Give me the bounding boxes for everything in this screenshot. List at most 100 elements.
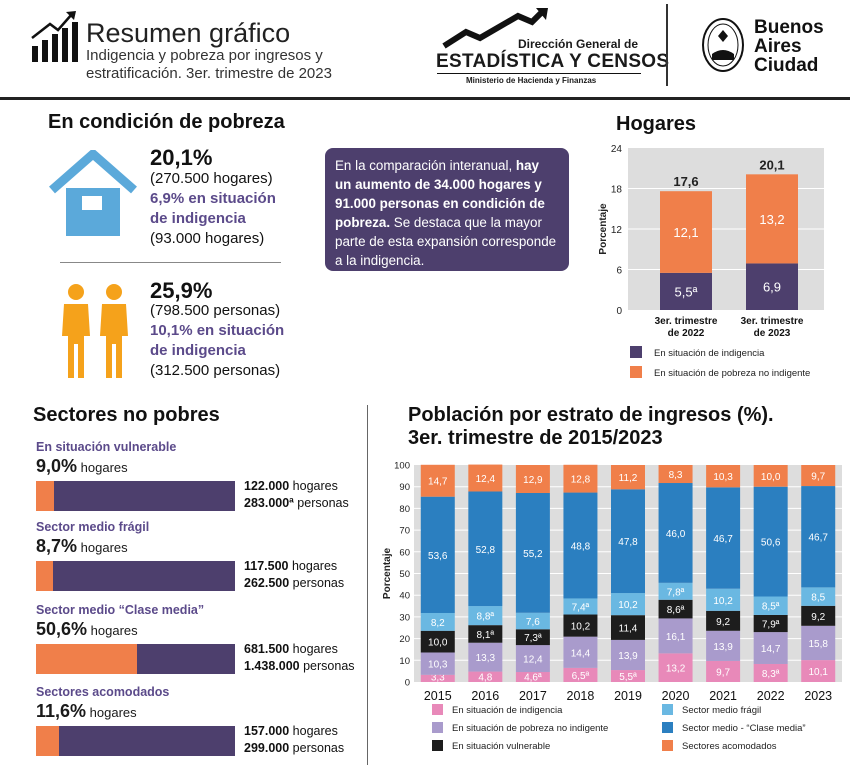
estrato-bar-segment: [753, 465, 788, 487]
estrato-bar-label: 47,8: [618, 537, 638, 548]
ba-line-3: Ciudad: [754, 55, 819, 76]
hogares-abs: (270.500 hogares): [150, 170, 273, 187]
estrato-bar-label: 10,0: [761, 472, 781, 483]
hogares-bar-label: 5,5ª: [675, 284, 698, 299]
hogares-chart-title: Hogares: [616, 113, 697, 135]
sector-hogares-unit: hogares: [291, 559, 338, 573]
estrato-bar-segment: [801, 587, 836, 606]
estrato-bar-label: 9,2: [716, 617, 730, 628]
header-rule: [0, 97, 850, 100]
hogares-chart: 0 6 12 18 24 Porcentaje 5,5ª 12,1 17,6 3er. trime…: [598, 144, 824, 379]
estrato-bar-segment: [658, 483, 693, 583]
hogares-xtick-line1: 3er. trimestre: [741, 316, 804, 327]
estrato-ytick: 100: [394, 461, 410, 472]
estrato-bar-segment: [611, 593, 645, 616]
estrato-title-line2: 3er. trimestre de 2015/2023: [408, 427, 663, 449]
ba-seal-icon: [702, 18, 744, 72]
estrato-bar-segment: [801, 465, 836, 487]
estrato-bar-label: 9,7: [716, 667, 730, 678]
hogares-bar-segment: [660, 191, 712, 273]
estrato-bar-segment: [515, 629, 550, 646]
estrato-bar-label: 12,4: [476, 474, 496, 485]
estrato-bar-label: 10,1: [808, 667, 828, 678]
estrato-legend-label: En situación de pobreza no indigente: [452, 723, 608, 734]
estrato-legend-label: Sector medio frágil: [682, 705, 761, 716]
estrato-bar-label: 53,6: [428, 551, 448, 562]
hogares-ytick: 18: [611, 185, 623, 196]
estrato-bar-label: 46,7: [808, 533, 828, 544]
estrato-bar-segment: [420, 652, 455, 675]
estrato-bar-segment: [753, 614, 788, 633]
estrato-xtick: 2020: [662, 689, 690, 703]
hogares-total-label: 20,1: [759, 157, 784, 172]
hogares-ytick: 24: [611, 144, 623, 155]
sector-pct-unit: hogares: [77, 460, 128, 475]
estrato-bar-segment: [658, 653, 693, 682]
estrato-bar-segment: [563, 598, 598, 615]
estrato-bar-segment: [468, 606, 503, 626]
estrato-bar-label: 50,6: [761, 538, 781, 549]
estrato-bar-label: 13,9: [618, 651, 638, 662]
estrato-legend-label: En situación de indigencia: [452, 705, 563, 716]
estrato-bar-label: 8,2: [431, 618, 445, 629]
sector-bar-fill: [36, 644, 137, 674]
estrato-ytick: 10: [399, 656, 410, 667]
estrato-ytick: 50: [399, 569, 410, 580]
estrato-legend-label: Sector medio - “Clase media”: [682, 723, 806, 734]
estrato-legend-swatch: [662, 740, 673, 751]
sector-label: Sector medio frágil: [36, 520, 150, 534]
estrato-bar-segment: [658, 599, 693, 619]
hogares-ytick: 6: [616, 266, 622, 277]
sector-bar: [36, 481, 235, 511]
sector-pct-unit: hogares: [77, 540, 128, 555]
estrato-bar-label: 13,2: [666, 664, 686, 675]
estrato-bar-segment: [563, 492, 598, 599]
ba-line-1: Buenos: [754, 17, 824, 38]
estrato-xtick: 2017: [519, 689, 547, 703]
estrato-bar-segment: [706, 487, 741, 589]
sector-pct: 9,0% hogares: [36, 456, 128, 477]
estrato-xtick: 2018: [567, 689, 595, 703]
estrato-bar-segment: [563, 667, 598, 682]
estrato-bar-segment: [753, 486, 788, 597]
estrato-xtick: 2015: [424, 689, 452, 703]
estrato-xtick: 2019: [614, 689, 642, 703]
personas-ind-abs: (312.500 personas): [150, 362, 281, 379]
estrato-ytick: 80: [399, 504, 410, 515]
hogares-ind-abs: (93.000 hogares): [150, 230, 265, 247]
estrato-bar-segment: [420, 496, 455, 613]
estrato-bar-segment: [611, 465, 645, 490]
dgec-name-line2: ESTADÍSTICA Y CENSOS: [436, 51, 670, 72]
estrato-legend-label: En situación vulnerable: [452, 741, 550, 752]
hogares-ind-line1: 6,9% en situación: [150, 190, 276, 207]
personas-ind-line1: 10,1% en situación: [150, 322, 285, 339]
estrato-bar-label: 15,8: [808, 639, 828, 650]
estrato-bar-segment: [753, 596, 788, 615]
estrato-bar-label: 12,4: [523, 655, 543, 666]
estrato-bar-segment: [420, 612, 455, 631]
sector-personas: 262.500 personas: [244, 576, 345, 590]
pobreza-divider: [60, 262, 281, 263]
sector-personas: 283.000ª personas: [244, 496, 349, 510]
sector-hogares-unit: hogares: [292, 642, 338, 656]
estrato-bar-label: 6,5ª: [572, 671, 590, 682]
callout-box: En la comparación interanual, hay un aum…: [325, 148, 569, 271]
subtitle-line-1: Indigencia y pobreza por ingresos y: [86, 47, 323, 64]
estrato-bar-label: 8,1ª: [477, 630, 495, 641]
estrato-bar-segment: [658, 582, 693, 600]
sector-hogares: 122.000 hogares: [244, 479, 338, 493]
subtitle-line-2: estratificación. 3er. trimestre de 2023: [86, 65, 332, 82]
estrato-ytick: 20: [399, 634, 410, 645]
estrato-bar-label: 8,6ª: [667, 605, 685, 616]
sector-hogares: 157.000 hogares: [244, 724, 338, 738]
estrato-bar-label: 46,7: [713, 534, 733, 545]
estrato-bar-segment: [801, 605, 836, 626]
callout-bold: hay un aumento de 34.000 hogares y 91.00…: [335, 158, 545, 230]
estrato-bar-segment: [706, 588, 741, 611]
estrato-bar-label: 9,7: [811, 472, 825, 483]
estrato-xtick: 2023: [804, 689, 832, 703]
hogares-pct: 20,1%: [150, 145, 213, 170]
hogares-legend-swatch: [630, 366, 642, 378]
estrato-legend-label: Sectores acomodados: [682, 741, 777, 752]
estrato-xtick: 2016: [471, 689, 499, 703]
